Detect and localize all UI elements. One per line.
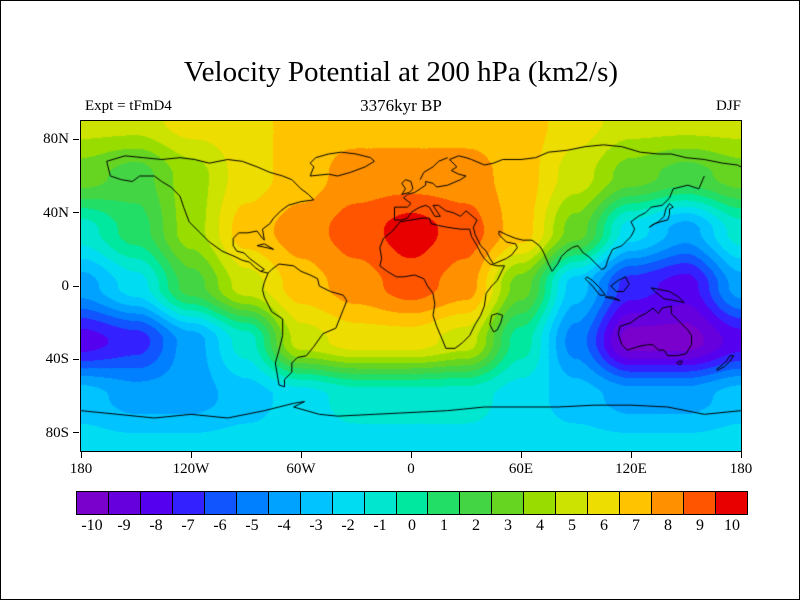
colorbar-cell (459, 492, 492, 514)
colorbar-label: 9 (696, 517, 704, 534)
colorbar-cell (427, 492, 460, 514)
colorbar-label: 4 (536, 517, 544, 534)
colorbar-label: 1 (440, 517, 448, 534)
colorbar-label: -8 (149, 517, 163, 534)
colorbar-label: 2 (472, 517, 480, 534)
colorbar-cell (619, 492, 652, 514)
map-frame (80, 120, 742, 452)
lon-tick (190, 452, 192, 458)
colorbar-cell (715, 492, 748, 514)
colorbar-cell (363, 492, 396, 514)
colorbar-label: 5 (568, 517, 576, 534)
colorbar-cell (651, 492, 684, 514)
colorbar-label: -6 (213, 517, 227, 534)
lat-tick (73, 212, 79, 214)
lon-tick-label: 180 (729, 461, 753, 477)
colorbar-cell (77, 492, 108, 514)
chart-subtitle: 3376kyr BP (360, 96, 442, 115)
colorbar-label: -1 (373, 517, 387, 534)
lon-tick-label: 0 (407, 461, 415, 477)
colorbar-label: 8 (664, 517, 672, 534)
colorbar-cell (139, 492, 172, 514)
lat-tick (73, 432, 79, 434)
lon-tick-label: 60W (286, 461, 316, 477)
colorbar-cell (491, 492, 524, 514)
lon-tick-label: 120E (615, 461, 647, 477)
lon-tick (740, 452, 742, 458)
lat-tick-label: 80S (45, 424, 69, 441)
colorbar-cell (235, 492, 268, 514)
colorbar-cell (107, 492, 140, 514)
lon-tick (630, 452, 632, 458)
lon-tick (520, 452, 522, 458)
colorbar-cell (523, 492, 556, 514)
lon-tick-label: 120W (172, 461, 210, 477)
lon-tick-label: 60E (508, 461, 534, 477)
colorbar-cell (395, 492, 428, 514)
lat-tick-label: 40S (45, 351, 69, 368)
colorbar-label: -7 (181, 517, 195, 534)
lon-tick (410, 452, 412, 458)
experiment-label: Expt = tFmD4 (85, 98, 172, 114)
colorbar-cell (267, 492, 300, 514)
lat-tick (73, 285, 79, 287)
colorbar-label: 0 (408, 517, 416, 534)
colorbar-label: 3 (504, 517, 512, 534)
colorbar-label: -10 (81, 517, 103, 534)
season-label: DJF (715, 98, 741, 114)
lat-tick (73, 138, 79, 140)
lat-tick-label: 80N (43, 131, 69, 148)
lon-tick (80, 452, 82, 458)
colorbar-label: -9 (117, 517, 131, 534)
lon-tick (300, 452, 302, 458)
colorbar-label: 10 (724, 517, 740, 534)
colorbar-cell (331, 492, 364, 514)
colorbar-label: 7 (632, 517, 640, 534)
lat-tick (73, 358, 79, 360)
colorbar-cell (587, 492, 620, 514)
colorbar-cell (203, 492, 236, 514)
lon-tick-label: 180 (69, 461, 93, 477)
velocity-potential-map (81, 121, 741, 451)
colorbar (76, 491, 748, 515)
colorbar-label: -4 (277, 517, 291, 534)
colorbar-label: 6 (600, 517, 608, 534)
colorbar-label: -3 (309, 517, 323, 534)
lat-tick-label: 40N (43, 204, 69, 221)
colorbar-label: -2 (341, 517, 355, 534)
colorbar-cell (171, 492, 204, 514)
colorbar-cell (683, 492, 716, 514)
colorbar-cell (555, 492, 588, 514)
chart-title: Velocity Potential at 200 hPa (km2/s) (183, 56, 619, 88)
colorbar-label: -5 (245, 517, 259, 534)
lat-tick-label: 0 (61, 278, 70, 294)
colorbar-cell (299, 492, 332, 514)
colorbar-labels: -10 -9 -8 -7 -6 -5 -4 -3 -2 -1 0 1 2 3 4 5 6 7 8 9 10 (76, 517, 748, 535)
